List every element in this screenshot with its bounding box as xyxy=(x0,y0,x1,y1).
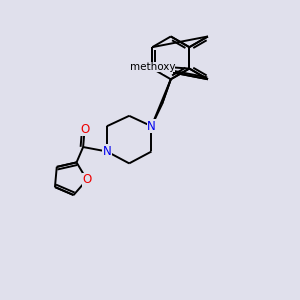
Text: N: N xyxy=(103,145,111,158)
Text: methoxy: methoxy xyxy=(130,62,175,72)
Text: O: O xyxy=(82,173,92,186)
Text: O: O xyxy=(163,61,172,74)
Text: O: O xyxy=(80,123,89,136)
Text: N: N xyxy=(147,120,156,133)
